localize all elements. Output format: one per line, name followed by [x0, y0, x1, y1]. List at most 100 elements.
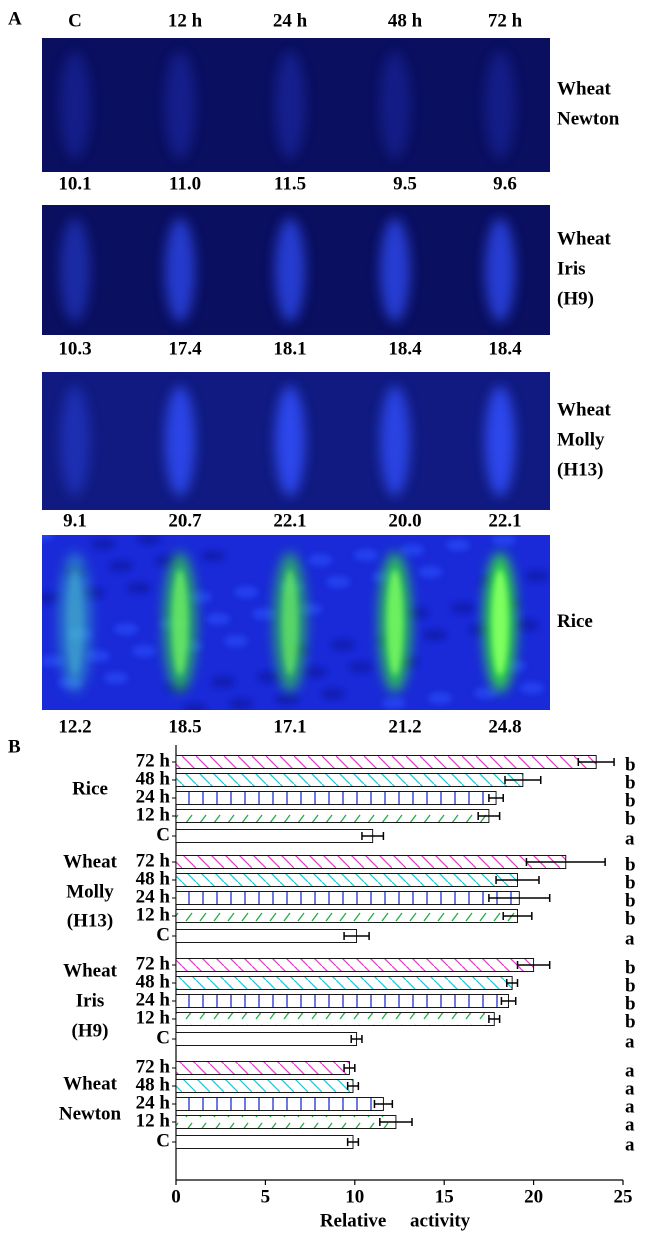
texture: [127, 582, 151, 594]
intensity-value: 24.8: [488, 716, 521, 737]
texture: [132, 645, 156, 657]
error-bar: [488, 894, 551, 902]
band-glow: [485, 385, 515, 497]
column-header: C: [68, 10, 82, 31]
band-glow: [485, 51, 515, 159]
category-label: C: [156, 924, 170, 945]
bar: [175, 1032, 358, 1046]
error-bar: [525, 858, 606, 866]
error-bar: [488, 1015, 501, 1023]
band-glow: [275, 51, 305, 159]
row-label: Newton: [557, 108, 620, 129]
band-glow: [165, 385, 195, 497]
intensity-value: 18.1: [273, 338, 306, 359]
band-core: [67, 570, 83, 675]
band-core: [492, 570, 508, 675]
texture: [206, 613, 230, 625]
intensity-value: 18.4: [488, 338, 522, 359]
significance-letter: a: [625, 1114, 635, 1135]
bar: [175, 791, 497, 805]
band-glow: [60, 385, 90, 497]
row-label: Molly: [557, 429, 605, 450]
category-label: 12 h: [136, 1007, 171, 1028]
x-tick-label: 10: [345, 1186, 364, 1207]
texture: [42, 655, 64, 667]
bar: [175, 891, 520, 905]
bar: [175, 809, 490, 823]
band-glow: [275, 385, 305, 497]
row-label: Iris: [557, 258, 586, 279]
band-glow: [60, 51, 90, 159]
texture: [428, 692, 452, 704]
intensity-value: 18.4: [388, 338, 422, 359]
texture: [42, 535, 54, 541]
texture: [331, 639, 355, 651]
intensity-value: 22.1: [488, 510, 521, 531]
texture: [86, 650, 110, 662]
texture: [109, 560, 133, 572]
intensity-value: 22.1: [273, 510, 306, 531]
category-label: C: [156, 824, 170, 845]
significance-letter: b: [625, 975, 636, 996]
error-bar: [373, 1100, 394, 1108]
group-label: Iris: [76, 990, 105, 1011]
error-bar: [346, 1138, 360, 1146]
texture: [418, 566, 442, 578]
texture: [224, 635, 248, 647]
texture: [382, 697, 406, 709]
group-label: Wheat: [63, 960, 118, 981]
intensity-value: 20.0: [388, 510, 421, 531]
bar: [175, 855, 567, 869]
category-label: 48 h: [136, 768, 171, 789]
intensity-value: 11.0: [169, 173, 201, 194]
texture: [446, 539, 470, 551]
band-glow: [60, 218, 90, 322]
band-glow: [275, 218, 305, 322]
category-label: 48 h: [136, 868, 171, 889]
significance-letter: b: [625, 872, 636, 893]
significance-letter: b: [625, 754, 636, 775]
significance-letter: a: [625, 1096, 635, 1117]
error-bar: [477, 812, 501, 820]
error-bar: [500, 997, 517, 1005]
error-bar: [516, 961, 551, 969]
texture: [211, 676, 235, 688]
bar: [175, 829, 374, 843]
category-label: 72 h: [136, 850, 171, 871]
significance-letter: a: [625, 1060, 635, 1081]
category-label: 48 h: [136, 971, 171, 992]
band-glow: [485, 218, 515, 322]
texture: [515, 619, 539, 631]
category-label: 24 h: [136, 886, 171, 907]
column-header: 72 h: [488, 10, 523, 31]
texture: [308, 554, 332, 566]
significance-letter: a: [625, 1078, 635, 1099]
significance-letter: b: [625, 808, 636, 829]
error-bar: [504, 776, 542, 784]
texture: [400, 544, 424, 556]
x-axis-label: Relative activity: [320, 1210, 471, 1231]
row-label: Rice: [557, 611, 593, 632]
band-glow: [165, 218, 195, 322]
texture: [229, 698, 253, 710]
column-header: 48 h: [388, 10, 423, 31]
panel-label: A: [8, 8, 22, 29]
intensity-value: 10.1: [58, 173, 91, 194]
band-glow: [380, 385, 410, 497]
panel-label: B: [8, 736, 21, 757]
category-label: 12 h: [136, 1110, 171, 1131]
bar: [175, 958, 535, 972]
bar: [175, 873, 518, 887]
image-content: [60, 218, 515, 322]
texture: [104, 672, 128, 684]
bar: [175, 1135, 354, 1149]
intensity-value: 11.5: [274, 173, 306, 194]
significance-letter: a: [625, 828, 635, 849]
texture: [326, 576, 350, 588]
bar: [175, 1115, 397, 1129]
intensity-value: 20.7: [168, 510, 202, 531]
group-label: Rice: [72, 778, 108, 799]
intensity-value: 21.2: [388, 716, 421, 737]
x-tick-label: 15: [435, 1186, 454, 1207]
